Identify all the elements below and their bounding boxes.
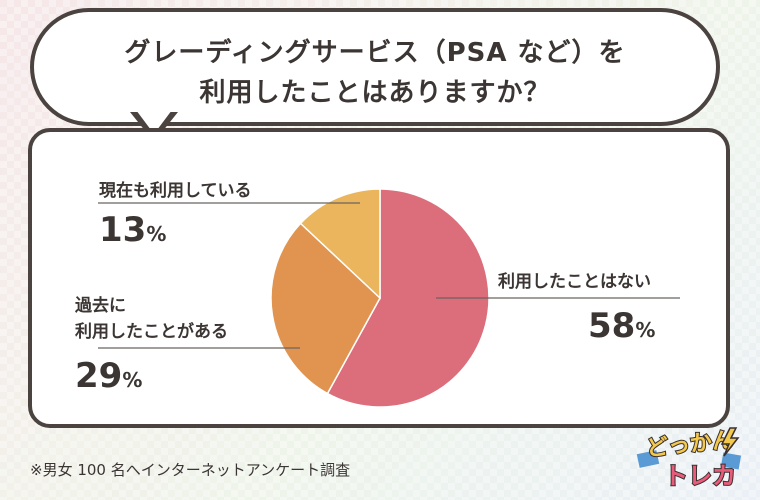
lightning-icon: [720, 427, 740, 457]
logo-text-line-1: どっかん: [645, 428, 735, 462]
pie-slice-current: [299, 188, 381, 300]
title-speech-bubble: [30, 8, 720, 126]
slice-value-past: 29%: [75, 356, 143, 396]
pie-slice-never-used: [326, 188, 490, 408]
chart-title-line-1: グレーディングサービス（PSA など）を: [124, 38, 626, 68]
slice-value-current: 13%: [99, 210, 167, 250]
slice-label-never-used: 利用したことはない: [498, 272, 651, 292]
slice-label-current: 現在も利用している: [99, 181, 252, 201]
brand-logo: どっかん トレカ: [636, 427, 742, 491]
slice-label-past-line-1: 過去に: [75, 296, 126, 316]
pie-slice-past: [270, 222, 381, 395]
slice-value-never-used: 58%: [588, 306, 656, 346]
chart-title-line-2: 利用したことはありますか？: [199, 78, 551, 108]
slice-label-past-line-2: 利用したことがある: [75, 322, 228, 342]
logo-text-line-2: トレカ: [664, 462, 736, 490]
survey-footnote: ※男女 100 名へインターネットアンケート調査: [30, 461, 351, 479]
